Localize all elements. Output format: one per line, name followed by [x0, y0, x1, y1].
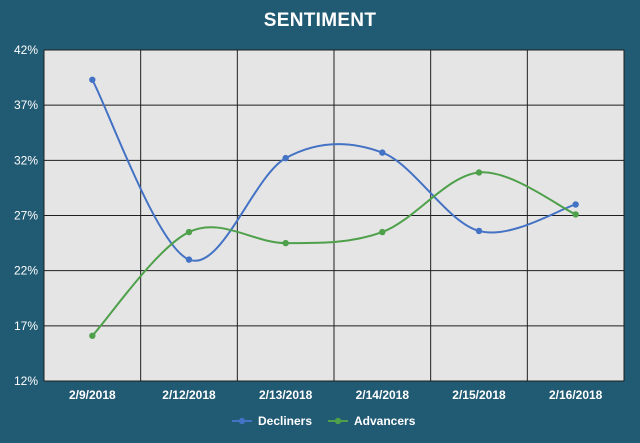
series-line-advancers: [91, 171, 577, 337]
legend-label-advancers: Advancers: [354, 414, 416, 428]
data-point-advancers: [572, 211, 579, 218]
legend-marker-advancers: [334, 417, 342, 425]
x-tick-label: 2/9/2018: [69, 388, 116, 402]
data-point-advancers: [379, 228, 386, 236]
y-tick-label: 27%: [14, 209, 38, 223]
legend-marker-decliners: [238, 417, 246, 425]
chart-title: SENTIMENT: [263, 10, 377, 31]
data-point-advancers: [89, 332, 96, 339]
y-tick-label: 22%: [14, 264, 38, 278]
data-point-decliners: [89, 76, 96, 83]
x-tick-label: 2/12/2018: [162, 388, 216, 402]
y-tick-label: 42%: [14, 43, 38, 57]
y-tick-label: 37%: [14, 98, 38, 112]
legend-label-decliners: Decliners: [258, 414, 312, 428]
data-point-advancers: [282, 239, 289, 247]
y-tick-label: 17%: [14, 319, 38, 333]
data-point-advancers: [185, 228, 193, 236]
x-tick-label: 2/15/2018: [452, 388, 506, 402]
y-tick-label: 32%: [14, 153, 38, 167]
data-point-decliners: [379, 149, 386, 156]
data-point-decliners: [185, 256, 193, 263]
data-point-advancers: [475, 169, 483, 176]
x-tick-label: 2/16/2018: [549, 388, 603, 402]
x-tick-label: 2/14/2018: [356, 388, 410, 402]
data-point-decliners: [475, 227, 483, 235]
y-tick-label: 12%: [14, 374, 38, 388]
data-point-decliners: [572, 201, 579, 208]
x-tick-label: 2/13/2018: [259, 388, 313, 402]
data-point-decliners: [282, 154, 289, 162]
